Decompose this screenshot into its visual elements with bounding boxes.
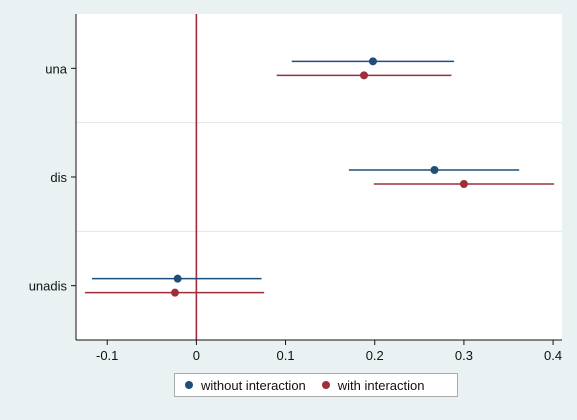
legend: without interaction with interaction	[174, 373, 458, 397]
legend-label: with interaction	[337, 377, 425, 393]
point-estimate	[170, 288, 179, 297]
x-tick-label: 0.3	[455, 348, 473, 363]
point-estimate	[368, 57, 377, 66]
legend-label: without interaction	[201, 377, 306, 393]
point-estimate	[173, 274, 182, 283]
legend-marker-icon	[185, 381, 193, 389]
x-axis-ticks: -0.1 0 0.1 0.2 0.3 0.4	[96, 340, 562, 363]
x-tick-label: 0.4	[544, 348, 562, 363]
point-estimates	[170, 57, 468, 297]
y-tick-label: dis	[50, 170, 67, 185]
y-tick-label: unadis	[29, 279, 68, 294]
legend-entry-without-interaction: without interaction	[175, 378, 306, 393]
x-tick-label: 0.1	[277, 348, 295, 363]
legend-marker-icon	[321, 381, 330, 389]
y-tick-label: una	[45, 61, 67, 76]
point-estimate	[459, 180, 468, 188]
plot-area	[76, 14, 562, 340]
point-estimate	[430, 166, 439, 174]
category-separators	[76, 122, 562, 232]
x-tick-label: 0.2	[366, 348, 384, 363]
legend-entry-with-interaction: with interaction	[312, 378, 425, 393]
point-estimate	[360, 71, 369, 80]
x-tick-label: -0.1	[96, 348, 118, 363]
x-tick-label: 0	[193, 348, 200, 363]
